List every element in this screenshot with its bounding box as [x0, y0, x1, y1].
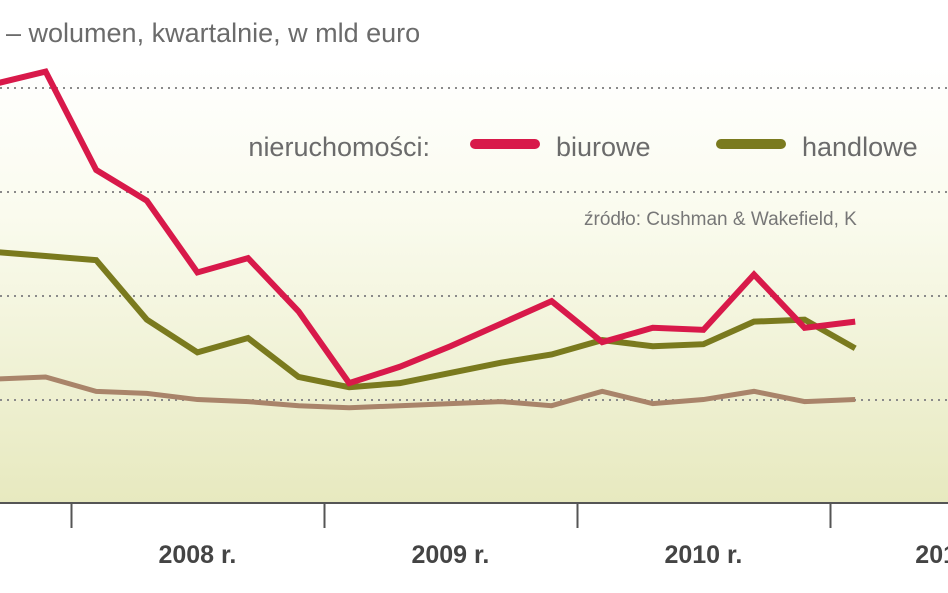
series-line-handlowe [0, 249, 857, 391]
x-ticks [70, 503, 832, 528]
legend: nieruchomości: biurowe handlowe [248, 132, 917, 162]
x-tick-label: 201 [915, 541, 948, 569]
x-tick-label: 2010 r. [664, 541, 742, 569]
legend-label-handlowe: handlowe [802, 132, 918, 162]
x-tick-labels: 2008 r. 2009 r. 2010 r. 201 [158, 541, 948, 569]
legend-prefix: nieruchomości: [248, 132, 430, 162]
legend-swatch-biurowe [470, 139, 540, 149]
series-line-biurowe [0, 68, 856, 387]
series-line-third-series [0, 374, 856, 411]
x-tick-label: 2009 r. [411, 541, 489, 569]
source-note: źródło: Cushman & Wakefield, K [584, 209, 857, 230]
chart-subtitle: – wolumen, kwartalnie, w mld euro [6, 18, 420, 48]
x-tick-label: 2008 r. [158, 541, 236, 569]
legend-label-biurowe: biurowe [556, 132, 651, 162]
series-layer [0, 68, 857, 411]
legend-swatch-handlowe [716, 139, 786, 149]
plot-background [0, 60, 948, 503]
